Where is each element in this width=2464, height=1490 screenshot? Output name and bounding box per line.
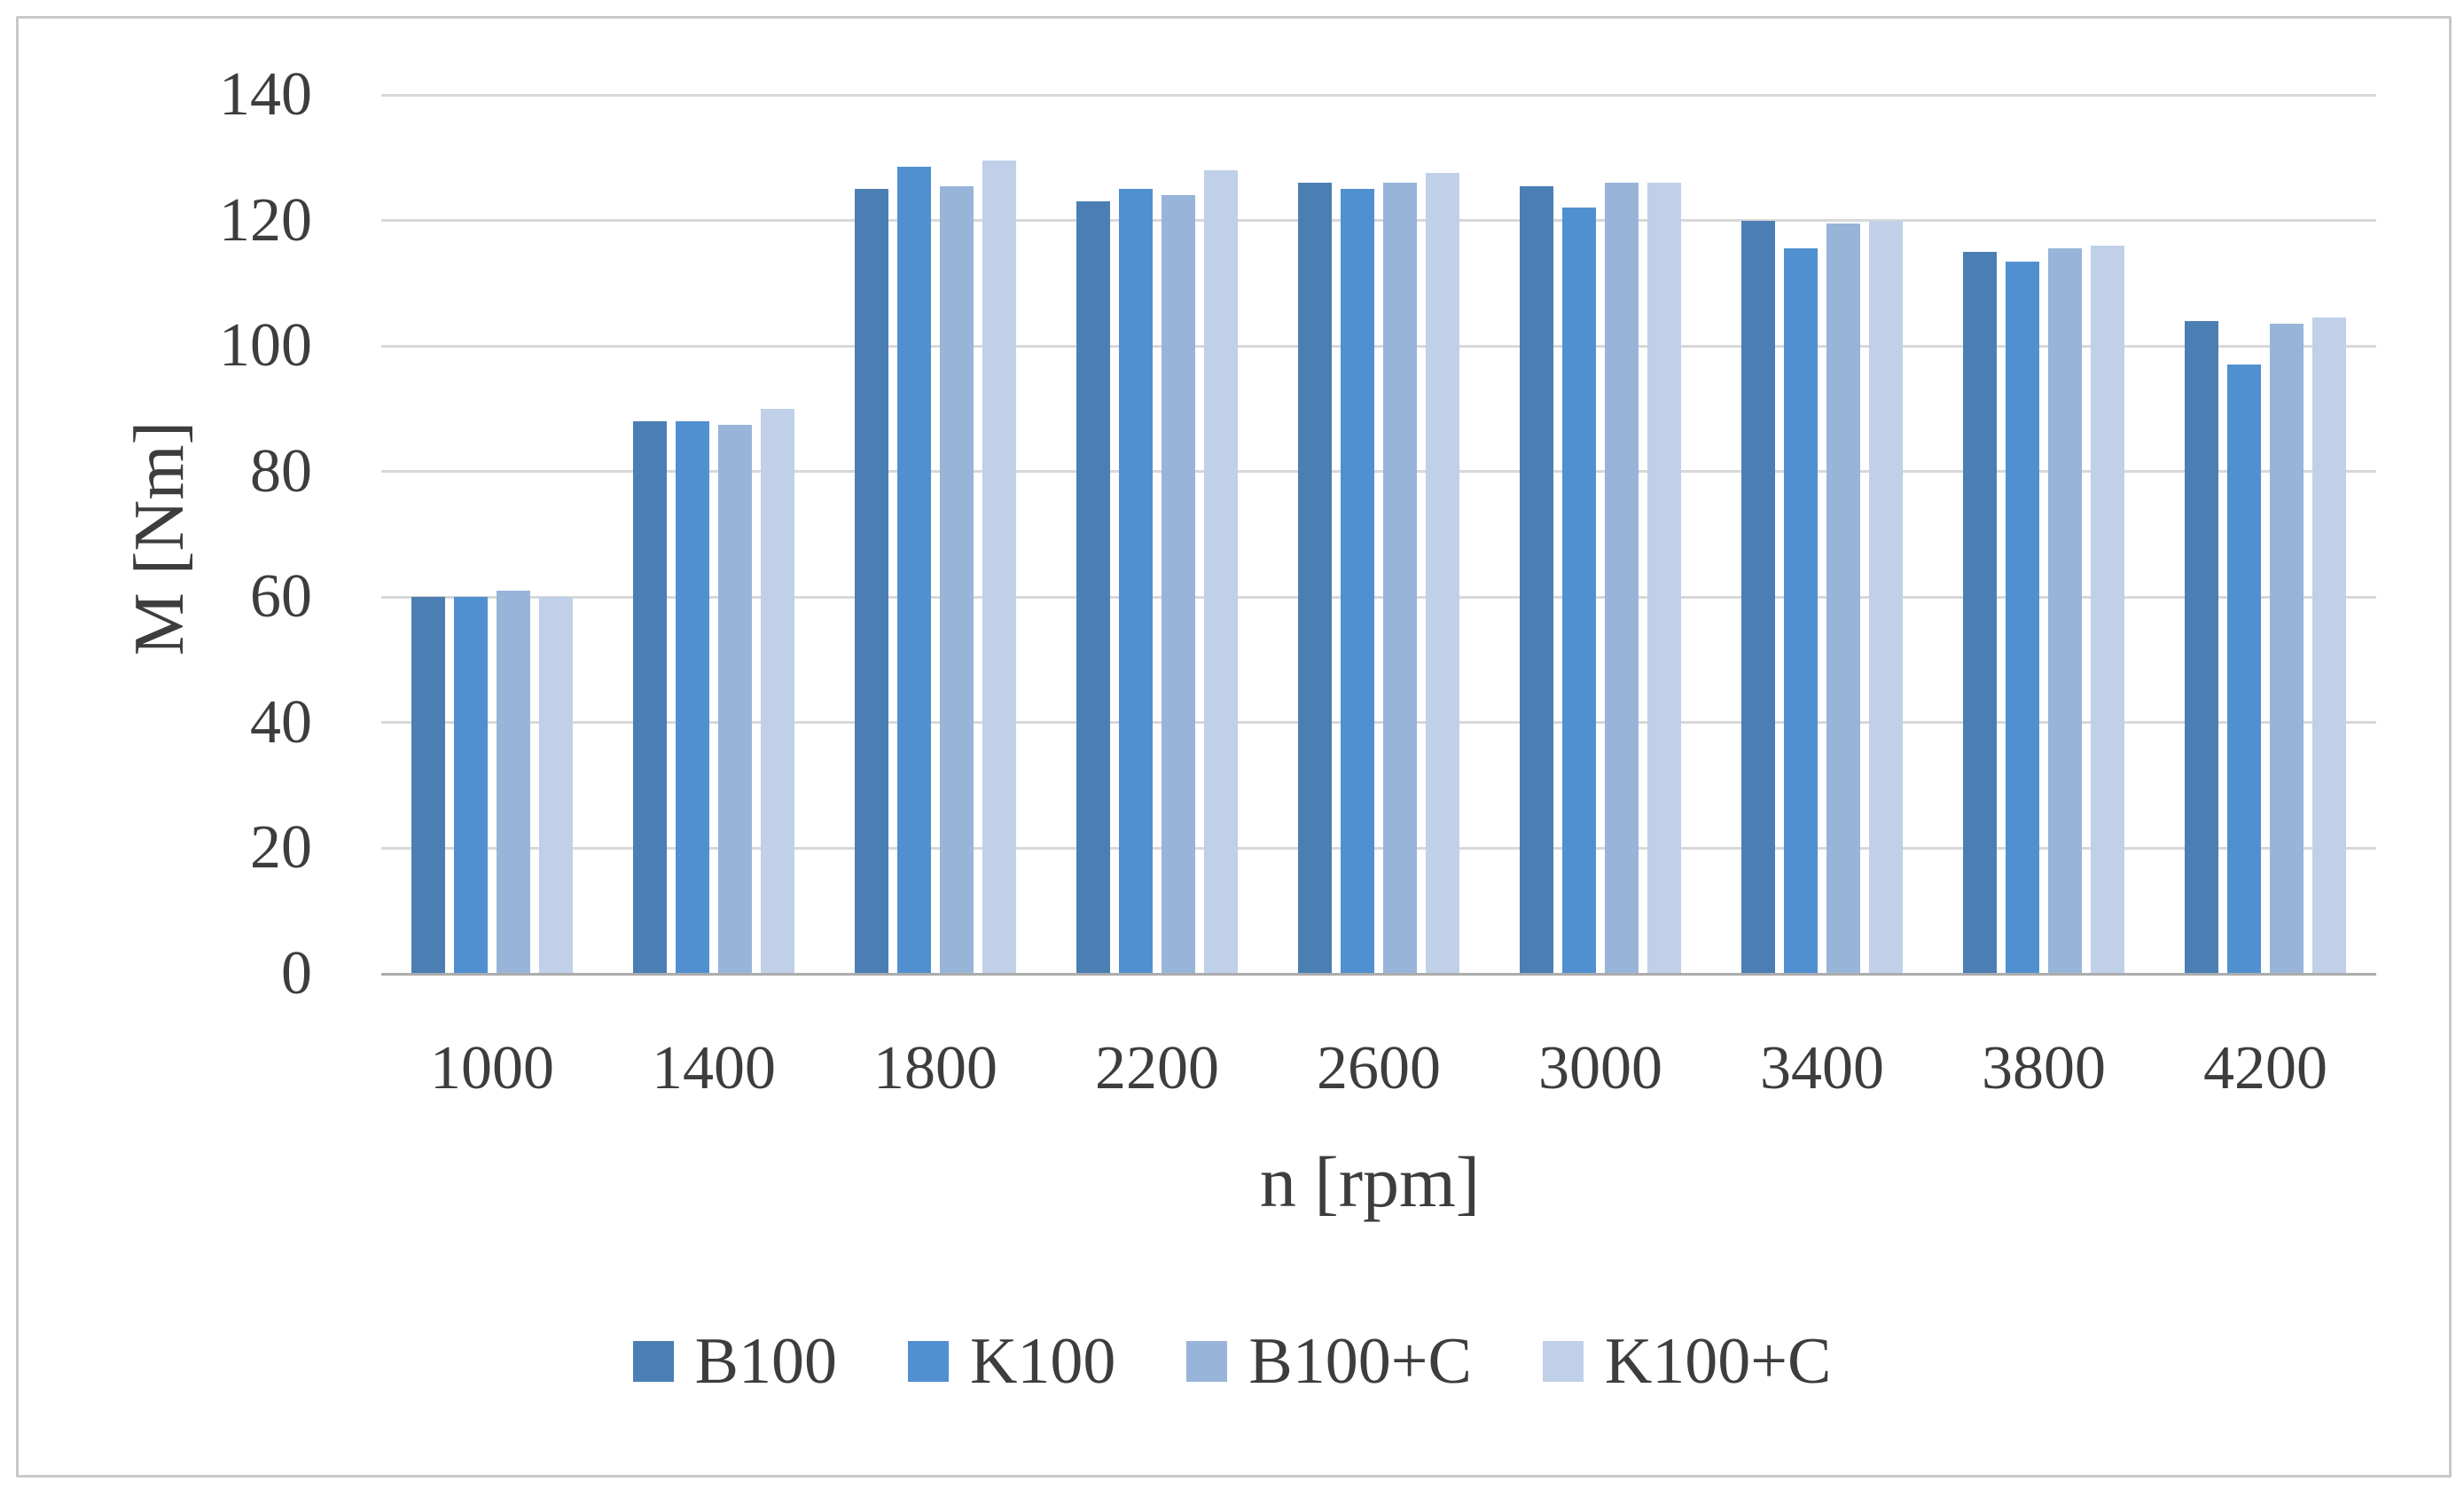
bar [633,421,667,974]
bar [1741,220,1775,974]
bar [1383,183,1417,974]
x-category-label: 3000 [1538,1034,1662,1102]
bar [897,167,931,974]
bar [2006,261,2039,974]
gridline [381,470,2376,474]
legend-label: K100 [969,1325,1116,1398]
legend-swatch-icon [1542,1341,1584,1382]
y-tick-label: 0 [281,939,312,1008]
y-tick-label: 80 [250,436,312,506]
bar [982,161,1016,974]
x-category-label: 3400 [1760,1034,1884,1102]
bar [1426,173,1459,974]
legend-label: B100+C [1248,1325,1472,1398]
gridline [381,846,2376,850]
legend-label: K100+C [1604,1325,1832,1398]
legend: B100 K100 B100+C K100+C [0,1329,2464,1394]
bar [2091,245,2124,974]
y-axis-title: M [Nm] [121,420,199,656]
y-tick-label: 140 [219,60,312,129]
bar [1298,183,1332,974]
bar [676,421,709,974]
bar [2312,318,2346,974]
y-tick-label: 60 [250,562,312,631]
bar [1562,208,1596,974]
legend-item: B100+C [1186,1325,1472,1398]
bar [855,189,888,974]
legend-label: B100 [694,1325,837,1398]
gridline [381,93,2376,97]
gridline [381,219,2376,223]
bar [1869,220,1903,974]
x-category-label: 1400 [652,1034,776,1102]
x-category-label: 2200 [1095,1034,1219,1102]
bar [2048,248,2082,974]
bar [497,591,530,974]
y-tick-label: 40 [250,687,312,757]
bar [1647,183,1681,974]
bar [1826,224,1860,974]
x-category-label: 1800 [873,1034,997,1102]
bar [940,185,974,974]
bar [2270,324,2304,974]
x-category-label: 4200 [2203,1034,2327,1102]
bar [1963,251,1997,974]
bar [1784,248,1818,974]
y-tick-label: 100 [219,311,312,380]
x-axis-line [381,972,2376,976]
bar [454,597,488,974]
bar [539,597,573,974]
x-axis-title: n [rpm] [1259,1141,1481,1222]
bar [718,424,752,974]
legend-item: K100+C [1542,1325,1832,1398]
legend-swatch-icon [1186,1341,1228,1382]
bar [1204,169,1238,974]
bar [1162,195,1195,974]
bar [761,408,794,974]
legend-item: B100 [632,1325,837,1398]
bar [2185,320,2218,974]
bar [1341,189,1374,974]
x-category-label: 3800 [1982,1034,2106,1102]
gridline [381,344,2376,348]
gridline [381,721,2376,725]
bar [1119,189,1153,974]
legend-item: K100 [907,1325,1116,1398]
legend-swatch-icon [632,1341,674,1382]
legend-swatch-icon [907,1341,949,1382]
bar [2227,365,2261,974]
gridline [381,595,2376,599]
bar [1076,201,1110,974]
bar [1520,185,1553,974]
bar [411,597,445,974]
y-tick-label: 120 [219,185,312,255]
y-tick-label: 20 [250,813,312,882]
x-category-label: 2600 [1317,1034,1441,1102]
x-category-label: 1000 [430,1034,554,1102]
bar [1605,183,1639,974]
